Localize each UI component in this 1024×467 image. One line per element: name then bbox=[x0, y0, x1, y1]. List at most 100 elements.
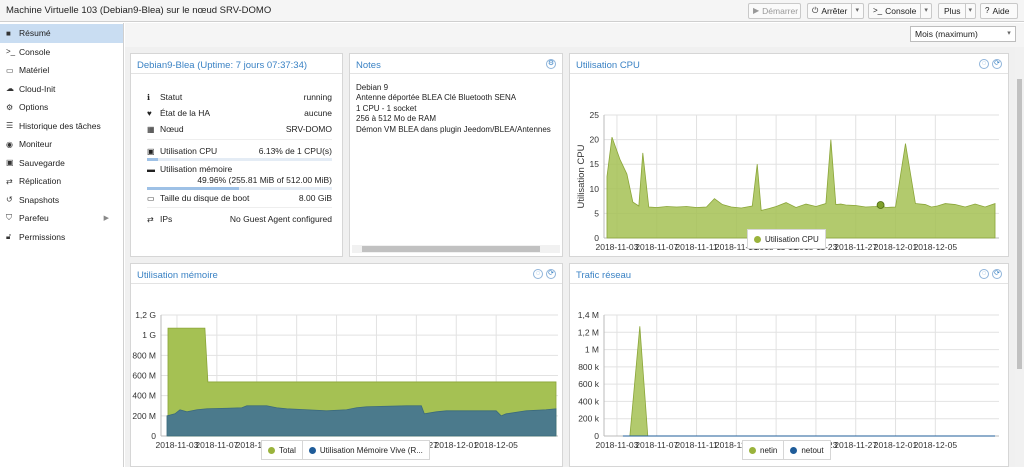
x-tick-label: 2018-11-03 bbox=[596, 242, 639, 252]
notes-line: 1 CPU - 1 socket bbox=[356, 103, 417, 113]
notes-line: Debian 9 bbox=[356, 83, 389, 92]
start-button[interactable]: ▶ Démarrer bbox=[748, 3, 801, 19]
x-tick-label: 2018-11-27 bbox=[834, 242, 877, 252]
y-tick-label: 1,2 G bbox=[135, 310, 156, 320]
sidebar-item-backup[interactable]: ▣ Sauvegarde bbox=[6, 157, 65, 168]
status-row: ℹ Statut running bbox=[147, 92, 332, 102]
y-tick-label: 0 bbox=[594, 431, 599, 441]
notes-line: 256 à 512 Mo de RAM bbox=[356, 114, 437, 124]
scrollbar-thumb[interactable] bbox=[1017, 79, 1022, 369]
refresh-icon[interactable]: ⟳ bbox=[992, 59, 1002, 69]
y-tick-label: 1,4 M bbox=[578, 310, 599, 320]
list-icon: ☰ bbox=[6, 121, 14, 131]
memory-chart-panel: Utilisation mémoire ◌ ⟳ 0 200 M 400 M 600 M 80… bbox=[130, 263, 563, 467]
y-tick-label: 5 bbox=[594, 208, 599, 218]
chevron-down-icon[interactable]: ▾ bbox=[964, 4, 975, 18]
memory-icon: ▬ bbox=[147, 164, 155, 174]
y-tick-label: 800 M bbox=[132, 350, 156, 360]
exchange-icon: ⇄ bbox=[147, 214, 154, 224]
memory-value: 49.96% (255.81 MiB of 512.00 MiB) bbox=[197, 175, 332, 185]
network-legend: netin netout bbox=[742, 440, 831, 460]
legend-item-cpu[interactable]: Utilisation CPU bbox=[748, 229, 825, 249]
question-icon: ? bbox=[985, 6, 990, 15]
y-axis-label: Utilisation CPU bbox=[576, 144, 587, 208]
undo-zoom-icon[interactable]: ◌ bbox=[979, 269, 989, 279]
memory-usage-bar bbox=[147, 187, 332, 190]
y-tick-label: 0 bbox=[594, 233, 599, 243]
notes-horizontal-scrollbar[interactable] bbox=[352, 245, 560, 253]
sidebar-item-snapshots[interactable]: ↺ Snapshots bbox=[6, 194, 60, 205]
sidebar-item-firewall[interactable]: ⛉ Parefeu ▶ bbox=[6, 213, 109, 224]
legend-item-ram-usage[interactable]: Utilisation Mémoire Vive (R... bbox=[301, 440, 429, 460]
sidebar: ■ Résumé >_ Console ▭ Matériel ☁ Cloud-Init … bbox=[0, 23, 124, 467]
x-tick-label: 2018-11-03 bbox=[596, 440, 639, 450]
timeframe-select[interactable]: Mois (maximum) ▾ bbox=[910, 26, 1016, 42]
chevron-down-icon[interactable]: ▾ bbox=[920, 4, 931, 18]
sidebar-item-permissions[interactable]: 🔓︎ Permissions bbox=[6, 231, 66, 242]
legend-item-netin[interactable]: netin bbox=[743, 440, 783, 460]
x-tick-label: 2018-11-07 bbox=[635, 242, 678, 252]
y-tick-label: 600 k bbox=[578, 379, 600, 389]
sidebar-item-task-history[interactable]: ☰ Historique des tâches bbox=[6, 120, 101, 131]
desktop-icon: ▭ bbox=[6, 65, 14, 75]
chevron-down-icon[interactable]: ▾ bbox=[1007, 30, 1011, 37]
terminal-icon: >_ bbox=[873, 6, 883, 15]
refresh-icon[interactable]: ⟳ bbox=[546, 269, 556, 279]
sidebar-item-cloud-init[interactable]: ☁ Cloud-Init bbox=[6, 83, 56, 94]
undo-zoom-icon[interactable]: ◌ bbox=[533, 269, 543, 279]
play-icon: ▶ bbox=[753, 6, 760, 15]
help-button[interactable]: ? Aide bbox=[980, 3, 1018, 19]
stop-button[interactable]: ⏻ Arrêter ▾ bbox=[807, 3, 864, 19]
x-tick-label: 2018-12-01 bbox=[874, 440, 918, 450]
legend-item-netout[interactable]: netout bbox=[783, 440, 829, 460]
sidebar-item-monitor[interactable]: ◉ Moniteur bbox=[6, 139, 53, 150]
cpu-area bbox=[606, 137, 996, 239]
divider bbox=[147, 139, 332, 140]
hdd-icon: ▭ bbox=[147, 193, 155, 203]
book-icon: ■ bbox=[6, 28, 11, 38]
eye-icon: ◉ bbox=[6, 139, 13, 149]
status-panel-title: Debian9-Blea (Uptime: 7 jours 07:37:34) bbox=[131, 54, 342, 74]
sidebar-item-options[interactable]: ⚙ Options bbox=[6, 102, 49, 113]
y-tick-label: 400 M bbox=[132, 391, 156, 401]
gear-icon[interactable]: ⚙ bbox=[546, 59, 556, 69]
console-button[interactable]: >_ Console ▾ bbox=[868, 3, 932, 19]
y-tick-label: 400 k bbox=[578, 396, 600, 406]
x-tick-label: 2018-11-15 bbox=[715, 242, 758, 252]
shield-icon: ⛉ bbox=[6, 213, 12, 223]
x-tick-label: 2018-11-15 bbox=[715, 440, 758, 450]
chevron-right-icon: ▶ bbox=[103, 215, 109, 223]
sidebar-item-console[interactable]: >_ Console bbox=[6, 46, 51, 57]
info-icon: ℹ bbox=[147, 92, 151, 102]
notes-panel-title: Notes ⚙ bbox=[350, 54, 562, 74]
chevron-down-icon[interactable]: ▾ bbox=[851, 4, 862, 18]
cpu-legend: Utilisation CPU bbox=[747, 229, 826, 249]
memory-row: ▬ Utilisation mémoire bbox=[147, 164, 233, 174]
node-row: ▦ Nœud SRV-DOMO bbox=[147, 124, 332, 134]
cpu-chart-panel: Utilisation CPU ◌ ⟳ 0 5 10 15 20 25 2018-11-03 20… bbox=[569, 53, 1009, 257]
content-vertical-scrollbar[interactable] bbox=[1015, 47, 1024, 467]
y-tick-label: 200 k bbox=[578, 414, 600, 424]
sidebar-item-replication[interactable]: ⇄ Réplication bbox=[6, 176, 62, 187]
y-tick-label: 200 M bbox=[132, 411, 156, 421]
scrollbar-thumb[interactable] bbox=[362, 246, 540, 252]
power-icon: ⏻ bbox=[812, 6, 819, 15]
more-button[interactable]: Plus ▾ bbox=[938, 3, 976, 19]
refresh-icon[interactable]: ⟳ bbox=[992, 269, 1002, 279]
notes-text: Debian 9 Antenne déportée BLEA Clé Bluet… bbox=[356, 83, 559, 135]
cpu-chart: 0 5 10 15 20 25 2018-11-032018-11-072018-11-11… bbox=[576, 110, 999, 252]
cpu-usage-fill bbox=[147, 158, 159, 161]
ha-row: ♥ État de la HA aucune bbox=[147, 108, 332, 118]
top-toolbar: Machine Virtuelle 103 (Debian9-Blea) sur… bbox=[0, 0, 1024, 22]
memory-chart-title: Utilisation mémoire ◌ ⟳ bbox=[131, 264, 562, 284]
x-tick-label: 2018-11-03 bbox=[156, 440, 199, 450]
legend-dot bbox=[749, 446, 756, 454]
legend-item-total[interactable]: Total bbox=[262, 440, 302, 460]
sidebar-item-summary[interactable]: ■ Résumé bbox=[0, 24, 123, 43]
y-tick-label: 20 bbox=[590, 135, 600, 145]
building-icon: ▦ bbox=[147, 124, 155, 134]
sidebar-item-hardware[interactable]: ▭ Matériel bbox=[6, 65, 50, 76]
undo-zoom-icon[interactable]: ◌ bbox=[979, 59, 989, 69]
hover-marker bbox=[876, 201, 885, 209]
x-tick-label: 2018-12-01 bbox=[874, 242, 918, 252]
